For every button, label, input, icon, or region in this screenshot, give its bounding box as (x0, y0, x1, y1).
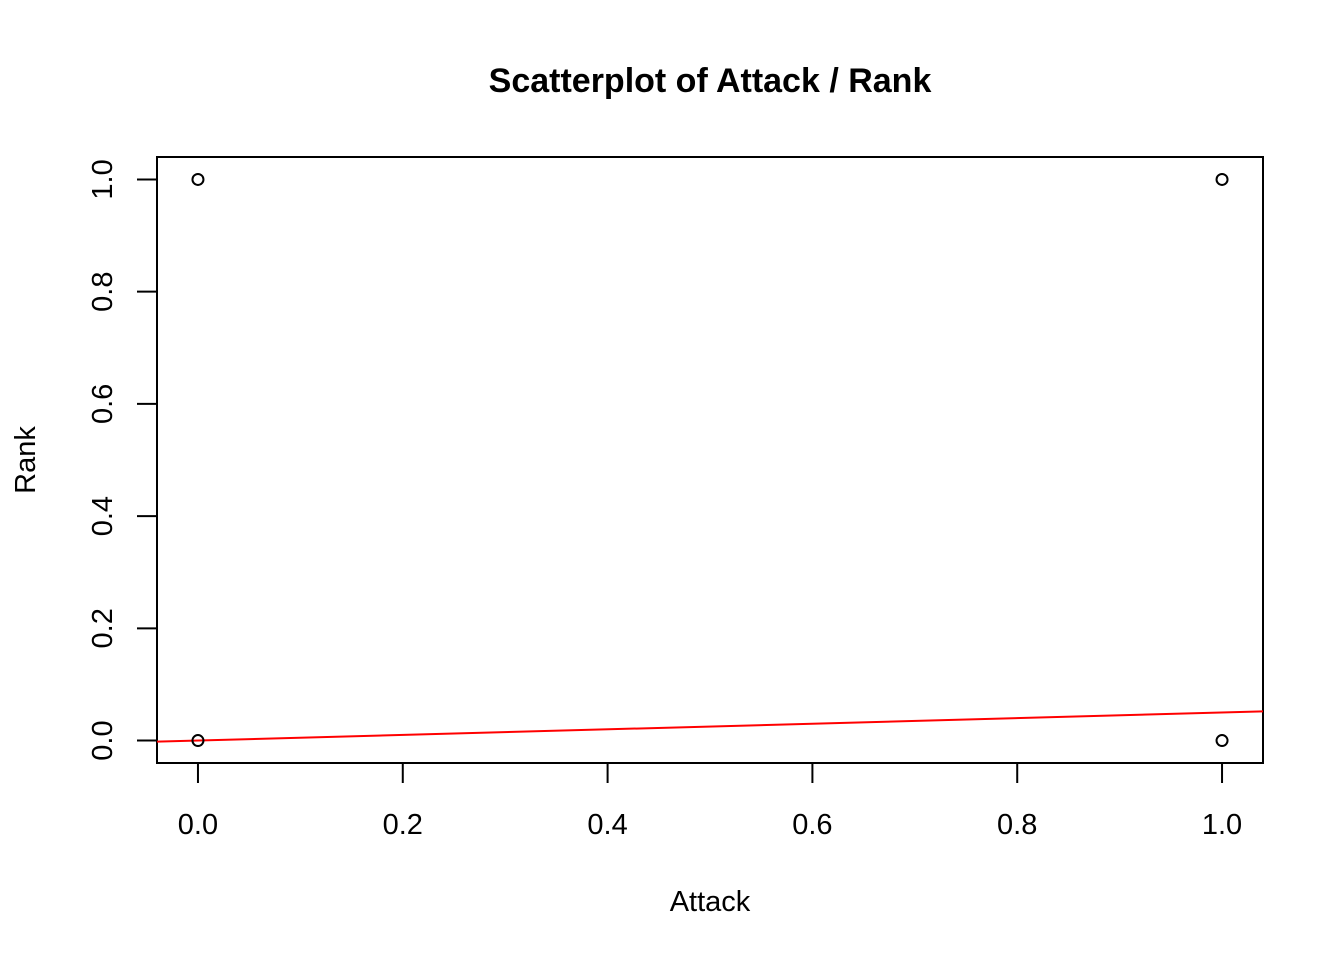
x-tick-label: 1.0 (1202, 809, 1242, 841)
y-tick-label: 1.0 (87, 159, 119, 199)
x-tick-label: 0.2 (383, 809, 423, 841)
data-point (1215, 172, 1229, 186)
y-tick-label: 0.0 (87, 720, 119, 760)
y-tick-label: 0.8 (87, 272, 119, 312)
x-axis-label: Attack (670, 886, 751, 918)
chart-title: Scatterplot of Attack / Rank (489, 62, 932, 100)
x-tick-label: 0.6 (792, 809, 832, 841)
y-tick-label: 0.2 (87, 608, 119, 648)
y-tick-label: 0.6 (87, 384, 119, 424)
plot-frame (156, 156, 1264, 764)
y-tick-label: 0.4 (87, 496, 119, 536)
plot-area: 0.0 0.2 0.4 0.6 0.8 1.0 0.0 0.2 0.4 0.6 0.8 1.0 (87, 156, 1264, 841)
x-tick-label: 0.4 (587, 809, 627, 841)
x-tick-label: 0.0 (178, 809, 218, 841)
x-tick-label: 0.8 (997, 809, 1037, 841)
data-point (1215, 734, 1229, 748)
data-point (191, 172, 205, 186)
regression-line (157, 710, 1263, 743)
data-point (191, 734, 205, 748)
y-axis-label: Rank (10, 426, 42, 494)
